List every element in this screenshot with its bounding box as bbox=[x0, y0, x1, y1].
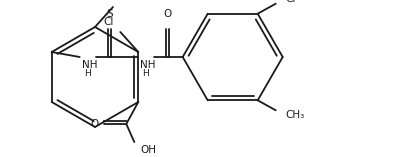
Text: Cl: Cl bbox=[103, 17, 114, 27]
Text: Cl: Cl bbox=[286, 0, 296, 4]
Text: CH₃: CH₃ bbox=[286, 110, 305, 120]
Text: O: O bbox=[164, 9, 172, 19]
Text: H: H bbox=[142, 69, 149, 78]
Text: OH: OH bbox=[140, 145, 156, 155]
Text: Cl: Cl bbox=[122, 0, 132, 2]
Text: NH: NH bbox=[82, 60, 97, 70]
Text: H: H bbox=[84, 69, 91, 78]
Text: NH: NH bbox=[140, 60, 155, 70]
Text: O: O bbox=[90, 119, 98, 129]
Text: S: S bbox=[106, 9, 113, 19]
